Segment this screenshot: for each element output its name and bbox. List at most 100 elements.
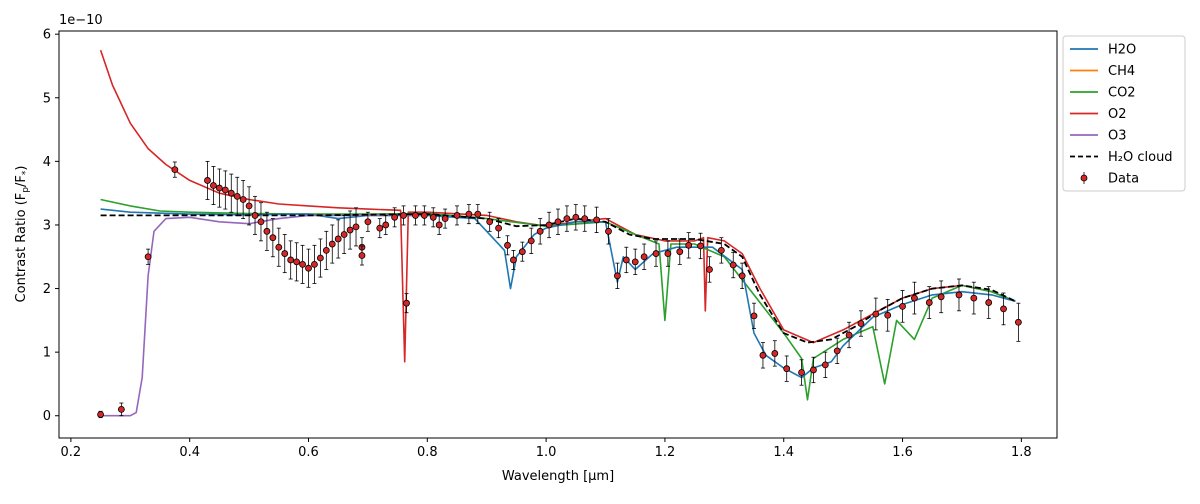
data-point — [245, 202, 253, 210]
data-point — [429, 213, 437, 221]
data-point — [572, 213, 580, 221]
legend-label: O2 — [1108, 107, 1127, 122]
data-point — [400, 212, 407, 219]
data-point — [358, 252, 366, 259]
legend-item: CH4 — [1070, 64, 1135, 79]
data-point — [221, 186, 229, 194]
data-point — [420, 212, 428, 219]
legend-item: CO2 — [1070, 86, 1136, 101]
data-point — [210, 182, 217, 189]
y-offset-label: 1e−10 — [59, 13, 103, 28]
data-point — [640, 253, 648, 261]
data-point — [453, 212, 461, 219]
data-point — [486, 218, 494, 226]
data-point — [750, 312, 758, 320]
data-point — [759, 351, 767, 359]
data-point — [412, 212, 419, 219]
x-tick-label: 1.2 — [655, 445, 676, 460]
data-point — [364, 218, 372, 226]
data-point — [884, 311, 892, 319]
legend-label: O3 — [1108, 129, 1127, 144]
legend-item: Data — [1080, 172, 1139, 187]
legend-label: CH4 — [1108, 64, 1135, 79]
x-tick-label: 0.2 — [61, 445, 82, 460]
data-point — [97, 411, 104, 418]
data-point — [504, 241, 511, 249]
data-layer — [97, 160, 1022, 419]
legend-item: H₂O cloud — [1070, 150, 1173, 165]
data-point — [622, 256, 630, 264]
data-point — [204, 177, 211, 184]
y-axis-label-sub-p: p — [21, 187, 31, 193]
y-tick-label: 3 — [43, 218, 51, 233]
legend-marker — [1080, 174, 1088, 182]
data-point — [340, 231, 348, 238]
data-point — [527, 237, 535, 245]
data-point — [706, 266, 713, 273]
legend-frame — [1062, 35, 1186, 192]
data-point — [605, 227, 612, 235]
data-point — [676, 248, 684, 256]
data-point — [614, 272, 621, 280]
data-point — [810, 366, 817, 374]
x-tick-label: 1.6 — [892, 445, 913, 460]
data-point — [144, 253, 152, 261]
data-point — [435, 221, 443, 229]
y-tick-label: 0 — [43, 409, 51, 424]
data-point — [305, 264, 312, 272]
legend-label: Data — [1108, 172, 1139, 187]
x-axis-label: Wavelength [μm] — [502, 469, 614, 484]
data-point — [346, 226, 354, 234]
data-point — [738, 272, 746, 280]
data-point — [352, 223, 360, 231]
y-tick-label: 4 — [43, 155, 51, 170]
data-point — [322, 246, 330, 254]
y-tick-label: 5 — [43, 91, 51, 106]
y-axis-label-slash: /F — [14, 175, 29, 187]
data-point — [925, 299, 933, 306]
data-point — [518, 248, 526, 256]
data-point — [685, 241, 693, 249]
data-point — [441, 215, 449, 223]
data-point — [833, 347, 841, 355]
data-point — [495, 224, 502, 232]
data-point — [911, 294, 918, 302]
data-point — [474, 210, 482, 218]
y-tick-label: 1 — [43, 346, 51, 361]
data-point — [631, 258, 639, 266]
data-point — [955, 291, 963, 299]
data-point — [536, 227, 544, 235]
data-point — [593, 216, 601, 224]
data-point — [171, 166, 179, 174]
data-point — [510, 256, 517, 264]
data-point — [239, 196, 247, 203]
y-axis-label-text: Contrast Ratio (F — [14, 193, 29, 303]
data-point — [233, 192, 241, 200]
x-tick-label: 1.8 — [1011, 445, 1032, 460]
data-point — [316, 254, 324, 262]
legend-label: H₂O cloud — [1108, 150, 1173, 165]
data-point — [798, 369, 805, 376]
legend: H2O CH4 CO2 O2 O3 H₂O cloud Data — [1062, 35, 1186, 192]
y-ticks: 0 1 2 3 4 5 6 — [43, 28, 59, 424]
data-point — [545, 221, 553, 229]
data-point — [275, 243, 283, 251]
data-point — [652, 250, 660, 257]
legend-item: O3 — [1070, 129, 1127, 144]
data-point — [251, 212, 259, 219]
data-point — [1000, 305, 1007, 313]
data-point — [729, 261, 737, 269]
data-point — [293, 258, 301, 266]
data-point — [697, 242, 704, 250]
y-axis-label-close: ) — [14, 166, 29, 171]
legend-item: H2O — [1070, 43, 1136, 58]
data-point — [581, 215, 589, 223]
data-point — [970, 294, 978, 302]
data-point — [857, 320, 865, 327]
x-tick-label: 1.0 — [536, 445, 557, 460]
data-point — [311, 260, 318, 268]
data-point — [403, 299, 410, 307]
data-point — [215, 184, 223, 192]
series-o3-line — [100, 214, 428, 417]
